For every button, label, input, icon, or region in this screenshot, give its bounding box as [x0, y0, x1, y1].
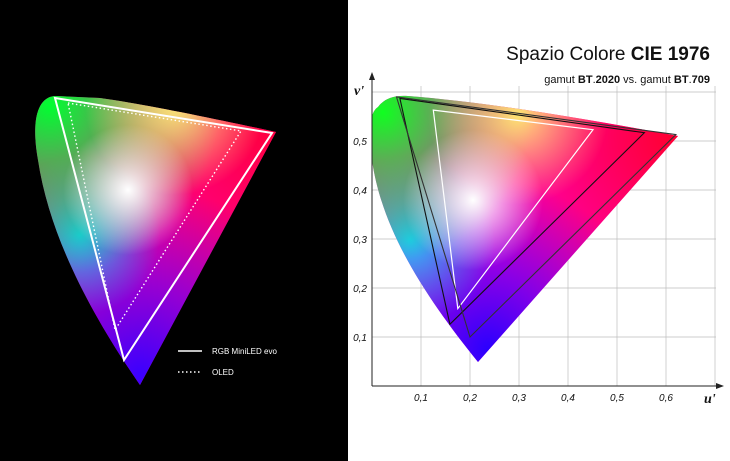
subtitle-part: .: [688, 74, 692, 86]
subtitle-part: BT: [577, 74, 593, 86]
x-axis-label: u': [704, 392, 716, 407]
x-tick-label: 0,3: [512, 393, 526, 404]
x-tick-label: 0,1: [414, 393, 428, 404]
chromaticity-horseshoe: [372, 95, 678, 362]
x-axis-arrow: [716, 383, 724, 389]
chart-axes: 0,1 0,2 0,3 0,4 0,5 0,6 0,1 0,2 0,3 0,4 0,5 u' v': [353, 72, 724, 407]
legend: RGB MiniLED evo OLED: [178, 347, 277, 377]
x-tick-label: 0,2: [463, 393, 477, 404]
subtitle-part: 709: [691, 74, 710, 86]
gamut-bt2020-triangle: [399, 97, 646, 326]
chart-title-bold: CIE 1976: [630, 44, 710, 65]
chart-subtitle: gamut BT.2020 vs. gamut BT.709: [544, 74, 710, 86]
y-tick-label: 0,2: [353, 284, 367, 295]
x-tick-label: 0,4: [561, 393, 575, 404]
subtitle-part: gamut: [544, 74, 578, 86]
gamut-triangles: [395, 96, 677, 339]
subtitle-part: BT: [673, 74, 689, 86]
y-tick-label: 0,1: [353, 333, 367, 344]
left-diagram: RGB MiniLED evo OLED: [35, 96, 277, 385]
y-axis-arrow: [369, 72, 375, 80]
x-tick-label: 0,6: [659, 393, 673, 404]
chart-title: Spazio Colore CIE 1976: [506, 44, 710, 66]
subtitle-part: 2020: [595, 74, 621, 86]
left-gamut-miniled-triangle: [53, 96, 274, 363]
y-tick-label: 0,4: [353, 186, 367, 197]
y-tick-label: 0,5: [353, 137, 367, 148]
gamut-bt709-triangle: [432, 109, 595, 311]
y-tick-label: 0,3: [353, 235, 367, 246]
right-panel: Spazio Colore CIE 1976 gamut BT.2020 vs.…: [348, 0, 730, 461]
chart-plot: 0,1 0,2 0,3 0,4 0,5 0,6 0,1 0,2 0,3 0,4 0,5 u' v': [353, 72, 724, 407]
x-tick-label: 0,5: [610, 393, 624, 404]
subtitle-part: vs. gamut: [620, 74, 674, 86]
left-chromaticity-horseshoe: [35, 96, 276, 385]
gamut-outer-triangle: [395, 96, 677, 339]
legend-label-miniled: RGB MiniLED evo: [212, 347, 277, 356]
legend-label-oled: OLED: [212, 368, 234, 377]
left-gamut-oled-triangle: [67, 102, 243, 332]
chart-title-prefix: Spazio Colore: [506, 44, 631, 65]
subtitle-part: .: [592, 74, 596, 86]
left-panel: RGB MiniLED evo OLED: [0, 0, 348, 461]
y-axis-label: v': [354, 84, 364, 99]
